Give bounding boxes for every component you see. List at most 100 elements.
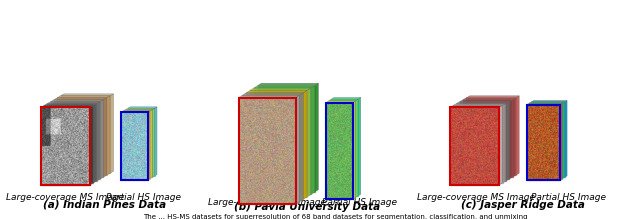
Text: Large-coverage MS Image: Large-coverage MS Image [417,193,535,202]
Polygon shape [250,88,311,90]
Polygon shape [453,106,502,183]
Polygon shape [239,95,300,98]
Text: The ... HS-MS datasets for superresolution of 68 band datasets for segmentation,: The ... HS-MS datasets for superresoluti… [143,214,528,219]
Polygon shape [93,104,97,183]
Text: Partial HS Image: Partial HS Image [106,193,181,202]
Bar [326,102,353,199]
Text: Partial HS Image: Partial HS Image [322,198,397,207]
Polygon shape [152,108,155,177]
Polygon shape [329,99,358,101]
Polygon shape [531,102,564,177]
Polygon shape [456,104,506,181]
Polygon shape [44,104,97,106]
Text: Large-coverage MS Image: Large-coverage MS Image [6,193,124,202]
Bar [239,98,296,204]
Polygon shape [243,93,303,95]
Polygon shape [332,99,358,196]
Polygon shape [110,94,113,173]
Polygon shape [257,83,319,86]
Polygon shape [124,111,150,179]
Polygon shape [51,100,104,102]
Polygon shape [560,103,563,180]
Polygon shape [355,99,358,198]
Bar [121,112,148,180]
Polygon shape [243,95,300,202]
Polygon shape [460,100,513,102]
Text: (c) Jasper Ridge Data: (c) Jasper Ridge Data [461,200,585,210]
Polygon shape [54,98,107,100]
Polygon shape [54,100,104,177]
Polygon shape [125,110,152,177]
Polygon shape [307,88,311,197]
Polygon shape [467,98,516,175]
Polygon shape [453,104,506,106]
Polygon shape [246,93,303,199]
Polygon shape [358,97,361,196]
Polygon shape [467,96,519,98]
Polygon shape [300,93,303,202]
Polygon shape [148,111,150,180]
Bar [527,104,560,180]
Polygon shape [463,100,513,177]
Bar [450,107,499,185]
Polygon shape [311,86,315,194]
Polygon shape [44,106,93,183]
Polygon shape [100,100,104,179]
Polygon shape [253,86,315,88]
Polygon shape [104,98,107,177]
Polygon shape [529,103,563,179]
Polygon shape [502,104,506,183]
Polygon shape [121,112,148,180]
Polygon shape [257,86,315,192]
Polygon shape [253,88,311,194]
Polygon shape [128,108,155,176]
Polygon shape [61,94,113,96]
Polygon shape [296,95,300,204]
Polygon shape [97,102,100,181]
Polygon shape [125,108,155,110]
Text: Partial HS Image: Partial HS Image [531,193,606,202]
Polygon shape [47,102,100,104]
Polygon shape [250,90,307,197]
Text: Large-coverage MS Image: Large-coverage MS Image [208,198,326,207]
Polygon shape [51,102,100,179]
Polygon shape [128,107,157,108]
Polygon shape [506,102,509,181]
Polygon shape [329,101,355,198]
Polygon shape [47,104,97,181]
Polygon shape [509,100,513,179]
Polygon shape [450,106,502,107]
Polygon shape [499,106,502,185]
Polygon shape [513,98,516,177]
Polygon shape [332,97,361,99]
Polygon shape [531,101,567,102]
Polygon shape [463,98,516,100]
Polygon shape [57,96,110,98]
Polygon shape [90,106,93,185]
Polygon shape [456,102,509,104]
Polygon shape [527,104,560,180]
Polygon shape [150,110,152,179]
Text: (b) Pavia University Data: (b) Pavia University Data [234,202,380,212]
Polygon shape [527,103,563,104]
Bar [40,107,90,185]
Polygon shape [155,107,157,176]
Polygon shape [516,96,519,175]
Polygon shape [326,101,355,102]
Polygon shape [61,96,110,173]
Polygon shape [563,102,564,179]
Polygon shape [107,96,110,175]
Polygon shape [326,102,353,199]
Polygon shape [40,106,93,107]
Text: (a) Indian Pines Data: (a) Indian Pines Data [43,200,166,210]
Polygon shape [121,111,150,112]
Polygon shape [564,101,567,177]
Polygon shape [303,90,307,199]
Polygon shape [353,101,355,199]
Polygon shape [460,102,509,179]
Polygon shape [57,98,107,175]
Polygon shape [239,98,296,204]
Polygon shape [40,107,90,185]
Polygon shape [124,110,152,111]
Polygon shape [246,90,307,93]
